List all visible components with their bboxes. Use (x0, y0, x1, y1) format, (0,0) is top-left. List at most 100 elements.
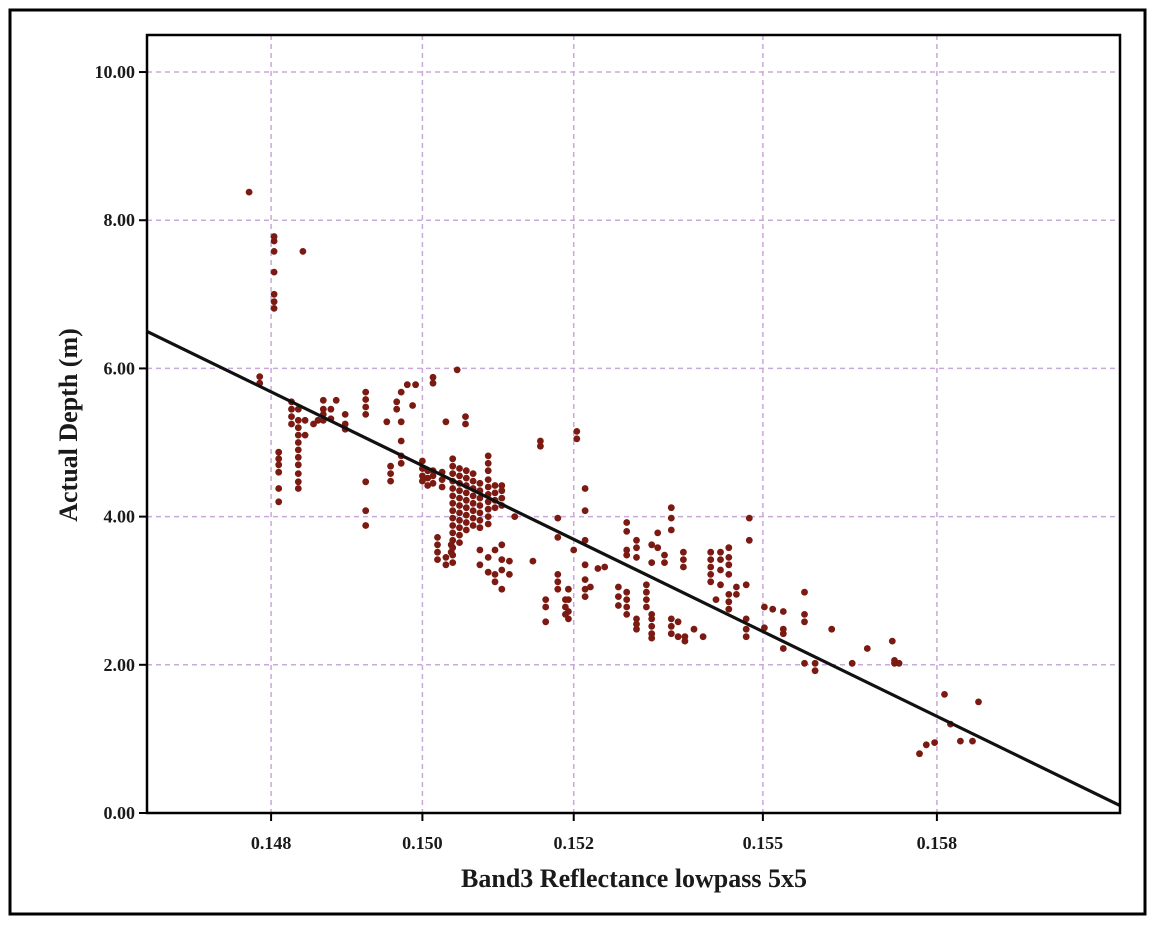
data-point (667, 504, 675, 512)
data-point (288, 413, 295, 420)
data-point (288, 405, 295, 413)
data-point (554, 578, 562, 586)
data-point (275, 485, 283, 492)
data-point (484, 452, 492, 460)
data-point (397, 388, 405, 396)
data-point (581, 576, 589, 583)
data-point (573, 428, 581, 435)
data-point (537, 442, 544, 450)
data-point (462, 413, 469, 420)
data-point (362, 478, 370, 486)
data-point (769, 605, 777, 613)
data-point (429, 472, 437, 480)
data-point (674, 633, 682, 641)
data-point (449, 507, 457, 515)
data-point (476, 546, 484, 554)
data-point (453, 366, 461, 374)
data-point (643, 581, 650, 589)
x-tick-label: 0.152 (553, 833, 594, 853)
data-point (476, 502, 484, 509)
data-point (498, 494, 506, 502)
data-point (542, 596, 550, 603)
data-point (294, 461, 302, 469)
data-point (587, 583, 594, 591)
data-point (275, 455, 283, 463)
data-point (581, 593, 589, 600)
data-point (725, 605, 733, 613)
data-point (554, 534, 562, 541)
data-point (779, 608, 787, 615)
data-point (712, 596, 720, 603)
data-point (469, 522, 477, 529)
data-point (661, 551, 668, 559)
data-point (456, 509, 463, 517)
data-point (565, 608, 572, 615)
data-point (442, 418, 450, 426)
data-point (484, 467, 492, 475)
data-point (725, 544, 733, 552)
data-point (469, 499, 477, 507)
data-point (456, 539, 463, 546)
data-point (449, 485, 457, 492)
y-tick-label: 4.00 (104, 507, 136, 527)
data-point (462, 420, 469, 428)
data-point (498, 487, 506, 495)
data-point (801, 659, 808, 667)
data-point (565, 615, 572, 623)
data-point (456, 494, 463, 502)
data-point (565, 596, 572, 603)
data-point (419, 457, 426, 465)
data-point (633, 554, 640, 561)
data-point (707, 548, 715, 556)
data-point (442, 561, 450, 569)
data-point (941, 691, 948, 698)
data-point (581, 585, 589, 593)
data-point (456, 487, 463, 495)
data-point (434, 534, 441, 541)
data-point (449, 492, 457, 500)
data-point (717, 548, 724, 556)
regression-line (146, 329, 1121, 808)
data-point (383, 418, 391, 426)
data-point (725, 571, 733, 578)
data-point (476, 516, 484, 524)
data-point (362, 411, 370, 418)
y-tick-label: 8.00 (104, 210, 136, 230)
data-point (623, 546, 631, 554)
data-point (969, 737, 976, 745)
data-point (362, 396, 370, 403)
data-point (419, 472, 426, 480)
data-point (462, 504, 470, 512)
data-point (429, 479, 437, 487)
data-point (529, 557, 537, 565)
data-point (633, 625, 640, 633)
data-point (648, 634, 656, 642)
data-point (484, 505, 492, 513)
data-point (725, 591, 733, 598)
data-point (476, 524, 484, 532)
data-point (462, 519, 470, 526)
data-point (725, 561, 733, 569)
data-point (362, 507, 370, 515)
data-point (498, 585, 506, 593)
data-point (681, 637, 689, 645)
y-tick-label: 2.00 (104, 655, 136, 675)
data-point (275, 448, 283, 456)
data-point (707, 556, 715, 563)
data-point (491, 571, 499, 578)
data-point (733, 583, 740, 591)
data-point (745, 536, 753, 544)
data-point (498, 566, 506, 574)
data-point (554, 514, 562, 522)
data-point (648, 615, 656, 623)
data-point (654, 529, 662, 537)
data-point (888, 637, 896, 645)
data-point (469, 470, 477, 477)
data-point (476, 479, 484, 487)
data-point (717, 581, 724, 589)
data-point (484, 554, 492, 561)
data-point (573, 435, 581, 443)
data-point (362, 388, 370, 396)
data-point (449, 499, 457, 507)
data-point (314, 416, 322, 424)
